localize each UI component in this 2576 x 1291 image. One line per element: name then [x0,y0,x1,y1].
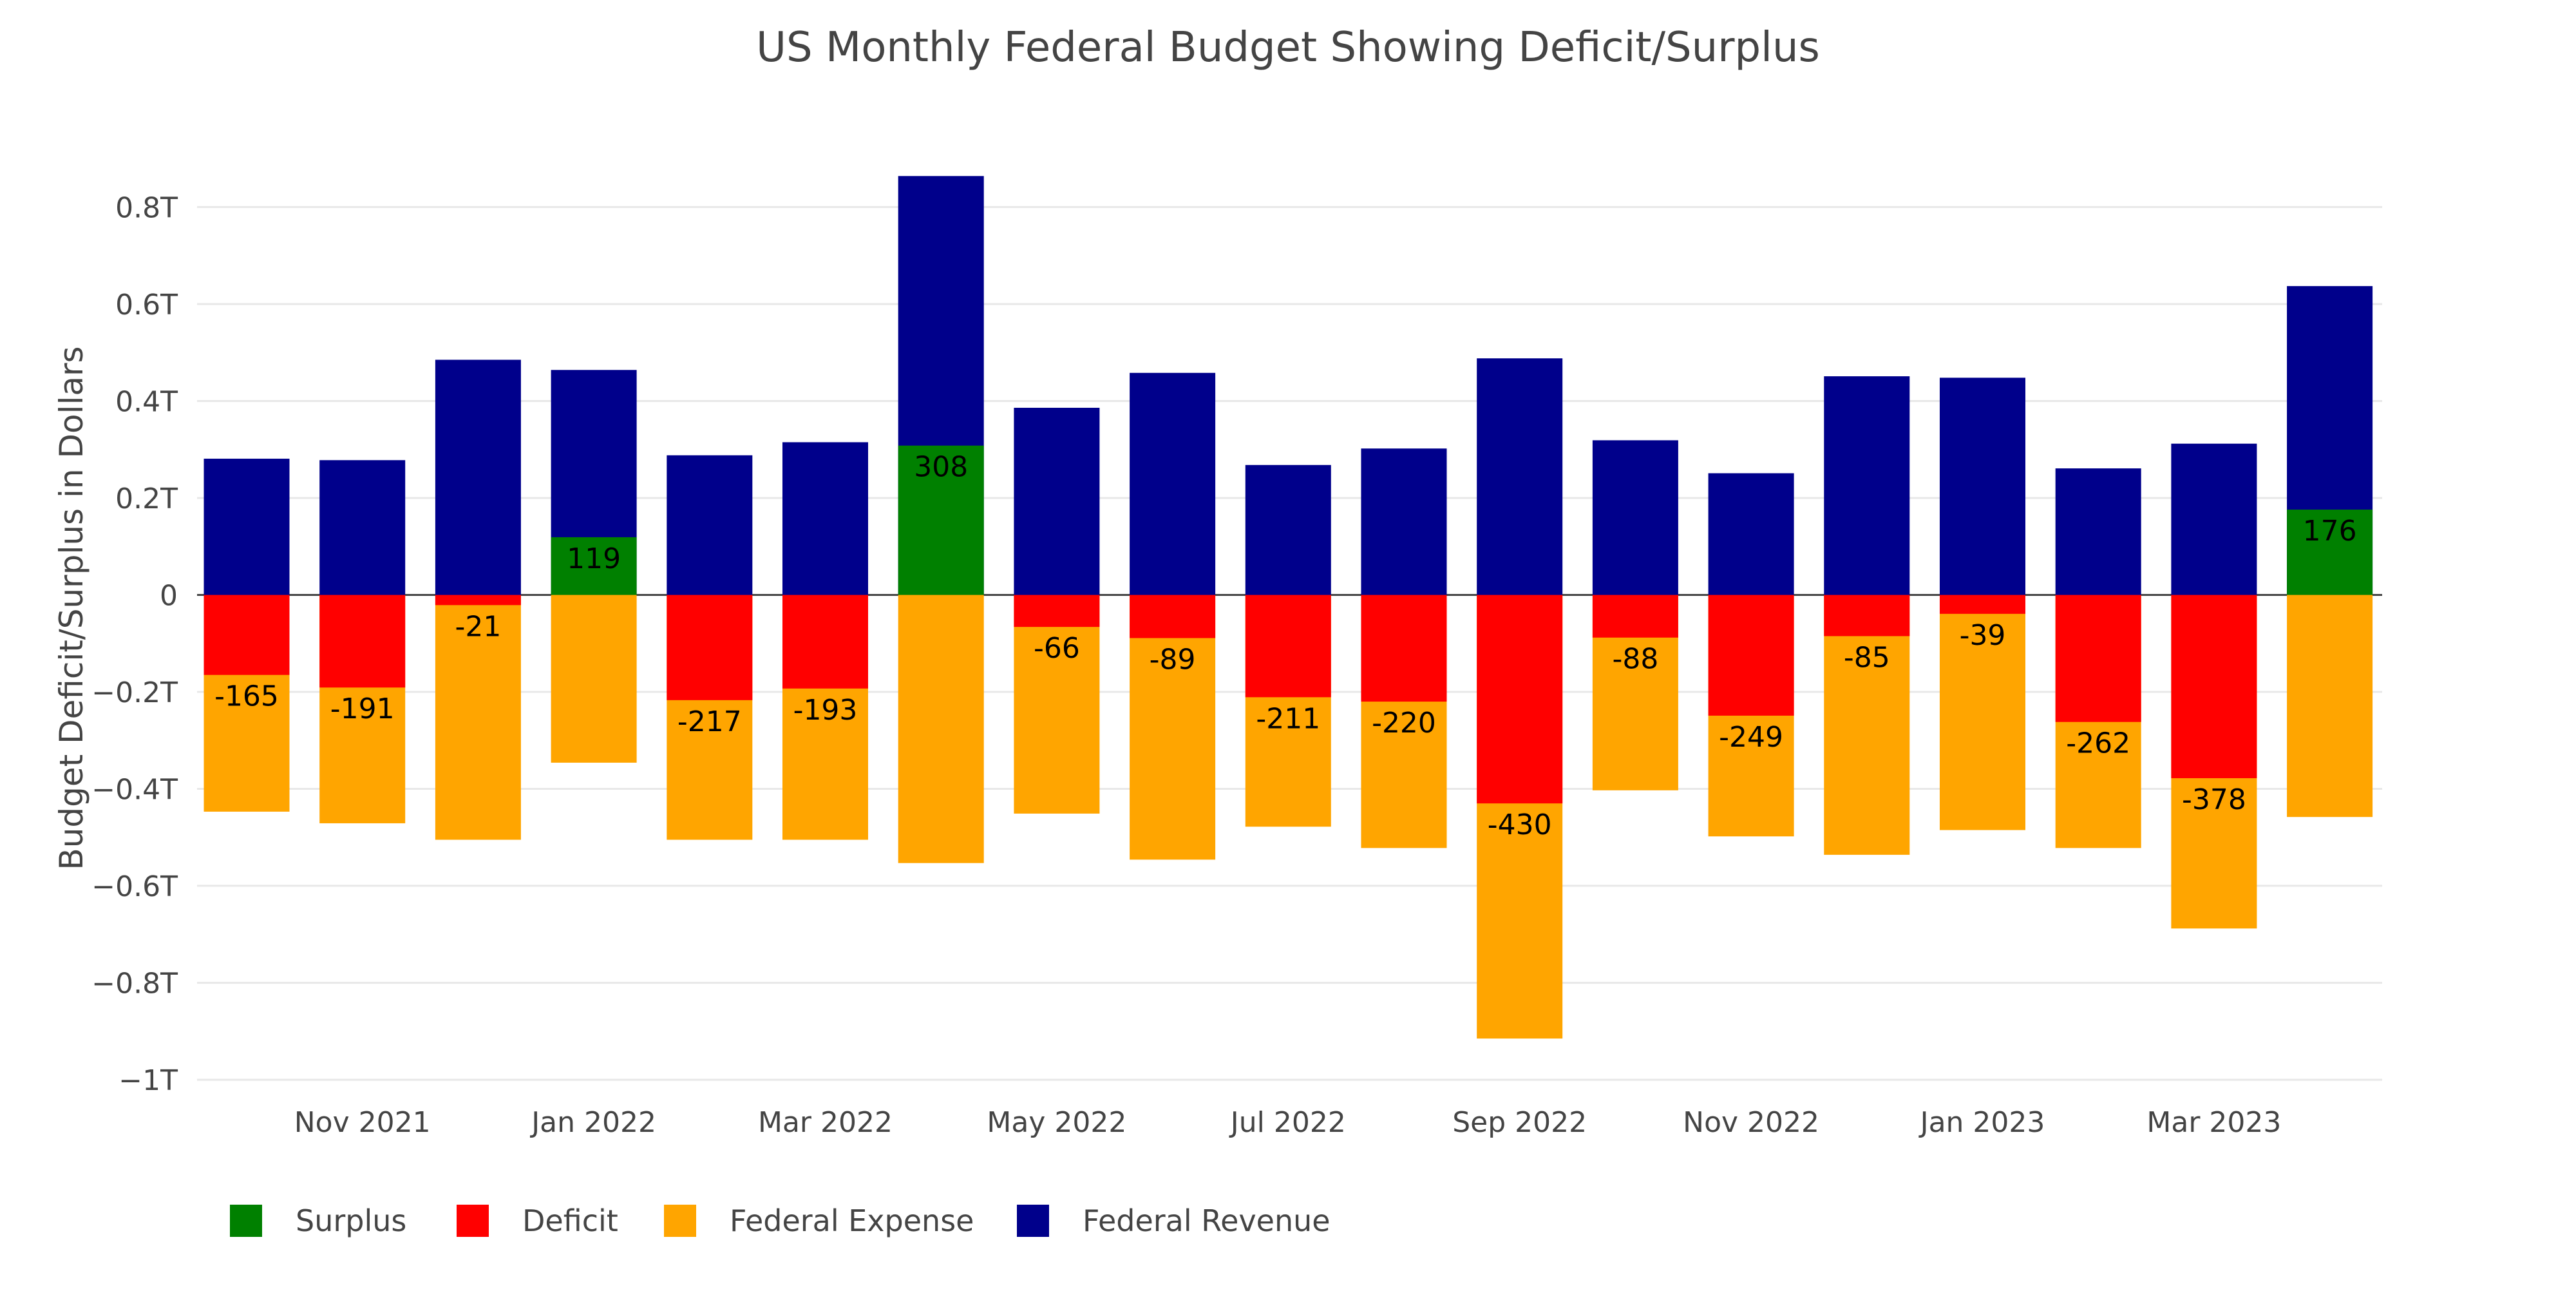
bar-federal-expense [898,595,984,863]
data-label: -39 [1960,619,2006,652]
x-tick-label: Nov 2021 [294,1106,431,1139]
bar-federal-revenue [1708,473,1794,595]
data-label: -85 [1844,641,1890,674]
y-tick-labels: 0.8T 0.6T 0.4T 0.2T 0 −0.2T −0.4T −0.6T −0.8T −1T [91,191,178,1097]
bar-deficit [204,595,290,675]
bar-surplus [2287,510,2373,595]
bar-deficit [319,595,406,688]
data-label: 119 [567,542,621,575]
legend-label: Deficit [522,1203,618,1238]
x-tick-label: Jul 2022 [1229,1106,1346,1139]
x-tick-label: Mar 2023 [2146,1106,2281,1139]
x-tick-label: May 2022 [987,1106,1126,1139]
bar-deficit [1245,595,1331,698]
x-tick-label: Jan 2023 [1918,1106,2045,1139]
y-tick-label: 0.4T [115,385,178,418]
bar-federal-revenue [1477,358,1563,595]
bar-deficit [667,595,753,700]
bars [204,176,2373,1039]
data-labels: -165 -191 -21 119 -217 -193 308 -66 -89 -211 -220 -… [214,451,2357,841]
y-tick-label: 0.8T [115,191,178,224]
data-label: -89 [1150,643,1196,676]
bar-federal-expense [551,595,637,763]
bar-federal-revenue [204,459,290,595]
bar-federal-expense [1014,595,1100,814]
bar-deficit [1824,595,1910,636]
x-tick-label: Mar 2022 [758,1106,893,1139]
bar-federal-expense [1824,595,1910,855]
bar-federal-expense [1130,595,1216,860]
y-tick-label: −0.8T [91,968,178,1000]
bar-federal-revenue [667,455,753,595]
bar-surplus [898,445,984,595]
bar-federal-revenue [2171,443,2257,595]
legend-swatch-surplus [230,1205,262,1237]
data-label: -165 [214,680,279,713]
bar-federal-revenue [1824,376,1910,595]
bar-deficit [435,595,521,606]
data-label: -211 [1256,702,1320,735]
bar-federal-revenue [435,359,521,595]
bar-federal-expense [435,595,521,840]
bar-deficit [1940,595,2025,614]
bar-federal-revenue [1361,448,1447,595]
x-tick-label: Sep 2022 [1452,1106,1587,1139]
legend: Surplus Deficit Federal Expense Federal Rev… [230,1203,1331,1238]
x-tick-labels: Nov 2021 Jan 2022 Mar 2022 May 2022 Jul 2022… [294,1106,2282,1139]
bar-federal-revenue [782,442,868,595]
data-label: -378 [2182,783,2246,816]
chart-title: US Monthly Federal Budget Showing Defici… [756,24,1820,72]
bar-deficit [1708,595,1794,716]
y-tick-label: −0.4T [91,774,178,807]
bar-federal-revenue [2055,468,2141,595]
bar-federal-revenue [1592,440,1678,595]
legend-swatch-federal-revenue [1017,1205,1049,1237]
bar-federal-expense [1940,595,2025,830]
data-label: -220 [1372,707,1436,740]
data-label: -193 [793,694,858,727]
y-axis-title: Budget Deficit/Surplus in Dollars [53,346,90,870]
bar-deficit [1130,595,1216,638]
bar-deficit [782,595,868,689]
data-label: -430 [1488,808,1552,841]
y-tick-label: 0 [160,580,178,613]
bar-deficit [2171,595,2257,778]
bar-deficit [1361,595,1447,702]
bar-federal-revenue [1014,407,1100,595]
bar-federal-revenue [1245,464,1331,595]
legend-label: Federal Revenue [1083,1203,1331,1238]
x-tick-label: Jan 2022 [529,1106,656,1139]
bar-deficit [2055,595,2141,722]
bar-federal-expense [2287,595,2373,818]
data-label: -249 [1719,721,1783,754]
data-label: -262 [2066,727,2130,760]
y-tick-label: −0.6T [91,870,178,903]
data-label: -88 [1612,643,1658,676]
y-tick-label: 0.6T [115,289,178,321]
data-label: -191 [330,693,395,725]
data-label: 308 [914,451,968,484]
bar-deficit [1477,595,1563,804]
bar-deficit [1014,595,1100,627]
data-label: -21 [455,610,501,643]
data-label: -217 [677,705,742,738]
y-tick-label: 0.2T [115,483,178,515]
bar-federal-revenue [319,460,406,595]
bar-federal-revenue [1940,378,2025,595]
legend-swatch-federal-expense [664,1205,696,1237]
legend-label: Surplus [296,1203,406,1238]
data-label: -66 [1034,632,1080,665]
bar-deficit [1592,595,1678,638]
data-label: 176 [2303,515,2357,548]
legend-swatch-deficit [457,1205,489,1237]
y-tick-label: −0.2T [91,676,178,709]
bar-federal-revenue [1130,372,1216,595]
bar-surplus [551,537,637,595]
y-tick-label: −1T [118,1064,178,1097]
x-tick-label: Nov 2022 [1683,1106,1819,1139]
legend-label: Federal Expense [730,1203,974,1238]
